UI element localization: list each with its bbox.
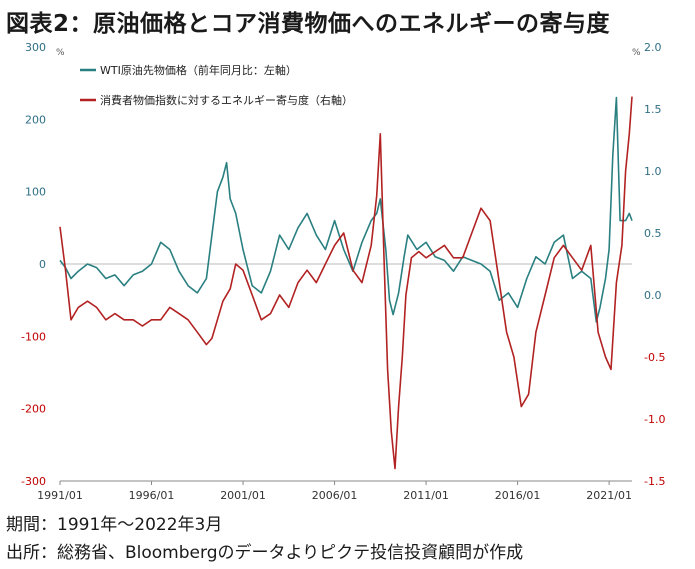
chart-title: 図表2：原油価格とコア消費物価へのエネルギーの寄与度 <box>6 11 611 37</box>
source-note: 出所：総務省、Bloombergのデータよりピクテ投信投資顧問が作成 <box>6 543 524 563</box>
y-left-tick-label: -100 <box>21 330 46 343</box>
y-left-tick-label: -200 <box>21 403 46 416</box>
x-tick-label: 1996/01 <box>129 489 175 502</box>
y-right-tick-label: 1.5 <box>644 103 662 116</box>
period-note: 期間：1991年～2022年3月 <box>6 515 223 535</box>
x-tick-label: 2021/01 <box>586 489 632 502</box>
y-right-tick-label: 1.0 <box>644 165 662 178</box>
y-right-tick-label: 2.0 <box>644 41 662 54</box>
series-lines <box>59 96 633 470</box>
y-left-tick-label: -300 <box>21 475 46 488</box>
y-right-tick-label: -1.0 <box>644 413 665 426</box>
x-tick-label: 2011/01 <box>403 489 449 502</box>
y-left-tick-label: 100 <box>25 186 46 199</box>
y-right-tick-label: 0.0 <box>644 289 662 302</box>
y-right-tick-label: -0.5 <box>644 351 665 364</box>
y-right-tick-label: -1.5 <box>644 475 665 488</box>
x-tick-label: 1991/01 <box>37 489 83 502</box>
legend-label-cpi: 消費者物価指数に対するエネルギー寄与度（右軸） <box>100 93 353 107</box>
series-line-cpi-energy <box>59 96 633 470</box>
y-left-tick-label: 200 <box>25 113 46 126</box>
legend: WTI原油先物価格（前年同月比：左軸） 消費者物価指数に対するエネルギー寄与度（… <box>80 63 353 107</box>
y-left-tick-label: 300 <box>25 41 46 54</box>
y-right-tick-label: 0.5 <box>644 227 662 240</box>
legend-label-wti: WTI原油先物価格（前年同月比：左軸） <box>100 63 297 77</box>
y-left-unit: % <box>56 48 65 58</box>
x-tick-label: 2001/01 <box>220 489 266 502</box>
x-tick-label: 2006/01 <box>312 489 358 502</box>
y-left-tick-label: 0 <box>39 258 46 271</box>
x-tick-label: 2016/01 <box>495 489 541 502</box>
y-right-unit: % <box>632 48 641 58</box>
